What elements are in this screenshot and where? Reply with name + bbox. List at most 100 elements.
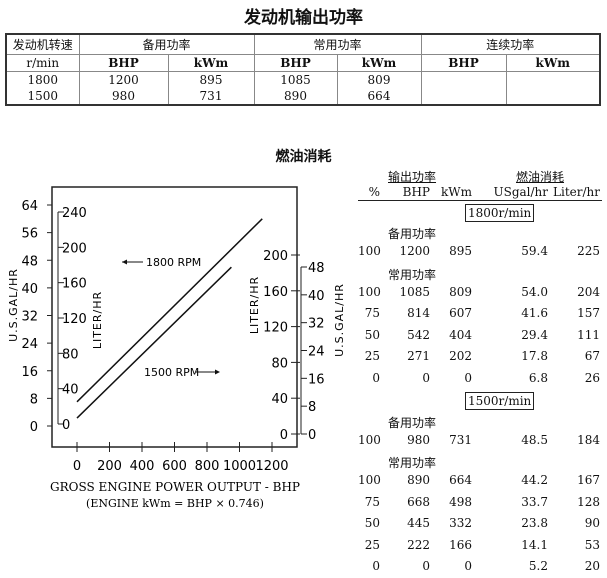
left-liter-tick-label: 200 xyxy=(62,241,87,256)
section-label: 备用功率 xyxy=(388,227,437,241)
speed-header: 发动机转速 xyxy=(5,34,80,55)
cell: 809 xyxy=(336,71,421,88)
page-title: 发动机输出功率 xyxy=(244,8,363,28)
continuous-header: 连续功率 xyxy=(420,34,600,55)
cell: 100 xyxy=(358,244,381,258)
left-gal-axis-label: U.S.GAL/HR xyxy=(7,268,20,342)
cell: 0 xyxy=(372,370,380,385)
x-tick-label: 1000 xyxy=(223,459,256,474)
cell: 332 xyxy=(449,516,472,530)
col-header: kWm xyxy=(167,54,254,72)
cell: 54.0 xyxy=(521,284,548,299)
cell: 225 xyxy=(577,244,600,258)
x-tick-label: 400 xyxy=(130,459,155,474)
cell: 202 xyxy=(449,349,472,363)
left-gal-tick-label: 48 xyxy=(21,254,38,269)
right-gal-tick-label: 16 xyxy=(308,372,325,387)
cell: 890 xyxy=(407,473,430,487)
cell: 731 xyxy=(449,432,472,447)
cell: 20 xyxy=(584,559,600,573)
cell: 1500 xyxy=(5,88,79,105)
left-liter-tick-label: 240 xyxy=(62,206,87,221)
right-gal-tick-label: 8 xyxy=(308,400,316,415)
left-liter-tick-label: 80 xyxy=(62,347,79,362)
right-liter-tick-label: 40 xyxy=(271,392,288,407)
x-tick-label: 0 xyxy=(73,459,81,474)
col-header: kWm xyxy=(336,54,421,72)
cell: 222 xyxy=(407,537,430,552)
cell: 29.4 xyxy=(521,327,548,342)
cell xyxy=(420,71,506,88)
x-tick-label: 1200 xyxy=(255,459,288,474)
cell: 980 xyxy=(78,88,168,105)
cell: 664 xyxy=(449,473,472,487)
cell: 809 xyxy=(449,284,472,299)
cell: 41.6 xyxy=(521,306,548,320)
cell: 895 xyxy=(167,71,254,88)
x-axis-label: GROSS ENGINE POWER OUTPUT - BHP xyxy=(50,480,300,494)
cell: 980 xyxy=(407,432,430,447)
cell: 111 xyxy=(577,327,600,342)
left-liter-axis-label: LITER/HR xyxy=(91,291,104,349)
left-gal-tick-label: 32 xyxy=(21,310,38,325)
cell: 100 xyxy=(358,473,381,487)
cell: 50 xyxy=(364,327,380,342)
cell: 664 xyxy=(336,88,421,105)
cell: 48.5 xyxy=(521,432,548,447)
cell: 271 xyxy=(407,349,430,363)
cell: 50 xyxy=(364,516,380,530)
cell xyxy=(505,88,600,105)
x-tick-label: 800 xyxy=(195,459,220,474)
table-row: 100 1200 895 59.4 225 xyxy=(358,241,602,263)
cell: 0 xyxy=(464,559,472,573)
standby-header: 备用功率 xyxy=(78,34,254,55)
output-power-table: 发动机转速 备用功率 常用功率 连续功率 r/min BHP kWm BHP k… xyxy=(5,33,601,106)
right-gal-tick-label: 48 xyxy=(308,261,325,276)
cell: 0 xyxy=(422,370,430,385)
right-gal-axis-label: U.S.GAL/HR xyxy=(333,283,346,357)
cell: 166 xyxy=(449,537,472,552)
cell: 1200 xyxy=(78,71,168,88)
cell: 1085 xyxy=(399,284,430,299)
cell: 1085 xyxy=(253,71,337,88)
fuel-table: 输出功率 燃油消耗% BHP kWm USgal/hr Liter/hr 1800r/min… xyxy=(358,165,602,578)
cell: 25 xyxy=(364,537,380,552)
table-row: 100 980 731 48.5 184 xyxy=(358,430,602,452)
speed-label: 1500r/min xyxy=(465,392,535,410)
table-row: 25 271 202 17.8 67 xyxy=(358,346,602,368)
left-liter-tick-label: 160 xyxy=(62,277,87,292)
table-row: 100 890 664 44.2 167 xyxy=(358,470,602,492)
left-gal-tick-label: 8 xyxy=(30,392,38,407)
col-header: % xyxy=(368,184,380,199)
table-row: 25 222 166 14.1 53 xyxy=(358,535,602,557)
right-gal-tick-label: 32 xyxy=(308,317,325,332)
series-line-1800-rpm xyxy=(76,218,263,403)
col-header: BHP xyxy=(420,54,506,72)
cell: 100 xyxy=(358,432,381,447)
table-row: 0 0 0 6.8 26 xyxy=(358,368,602,390)
table-row: 75 814 607 41.6 157 xyxy=(358,303,602,325)
cell: 75 xyxy=(364,306,380,320)
x-tick-label: 600 xyxy=(162,459,187,474)
cell: 895 xyxy=(449,244,472,258)
cell: 404 xyxy=(449,327,472,342)
cell: 14.1 xyxy=(521,537,548,552)
cell: 100 xyxy=(358,284,381,299)
right-liter-tick-label: 160 xyxy=(263,285,288,300)
right-liter-tick-label: 120 xyxy=(263,321,288,336)
cell: 128 xyxy=(577,494,600,509)
cell: 1200 xyxy=(399,244,430,258)
cell: 184 xyxy=(577,432,600,447)
left-liter-tick-label: 120 xyxy=(62,312,87,327)
left-gal-tick-label: 64 xyxy=(21,199,38,214)
cell: 731 xyxy=(167,88,254,105)
cell xyxy=(505,71,600,88)
left-gal-tick-label: 56 xyxy=(21,227,38,242)
cell: 33.7 xyxy=(521,494,548,509)
col-header: USgal/hr xyxy=(493,184,548,199)
x-tick-label: 200 xyxy=(97,459,122,474)
group-fuel: 燃油消耗 xyxy=(516,170,565,184)
left-gal-tick-label: 0 xyxy=(30,420,38,435)
cell: 542 xyxy=(407,327,430,342)
cell xyxy=(420,88,506,105)
